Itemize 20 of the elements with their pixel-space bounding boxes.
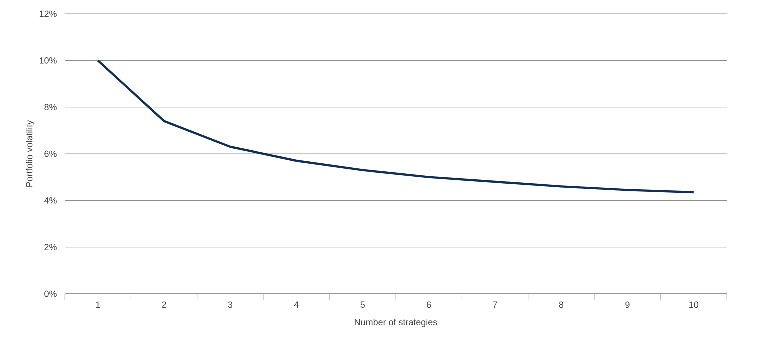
x-tick-label: 4 [294, 302, 299, 308]
x-axis-title: Number of strategies [355, 318, 438, 328]
x-tick-label: 7 [493, 302, 498, 308]
x-tick-label: 6 [427, 302, 432, 308]
x-tick-label: 9 [626, 302, 630, 308]
x-tick-label: 1 [96, 302, 100, 308]
y-tick-label: 4% [44, 198, 57, 204]
y-tick-label: 8% [44, 104, 57, 111]
line-series [97, 60, 695, 194]
y-axis-title: Portfolio volatility [26, 120, 34, 187]
x-tick-label: 10 [690, 302, 699, 308]
y-tick-label: 0% [44, 290, 57, 298]
x-tick-label: 3 [228, 302, 233, 308]
y-tick-label: 12% [40, 10, 57, 18]
x-tick-label: 5 [360, 302, 366, 308]
y-tick-label: 10% [40, 57, 57, 64]
x-tick-label: 8 [559, 302, 564, 308]
x-tick-label: 2 [162, 302, 166, 308]
y-tick-label: 6% [44, 150, 57, 158]
y-tick-label: 2% [44, 244, 57, 250]
